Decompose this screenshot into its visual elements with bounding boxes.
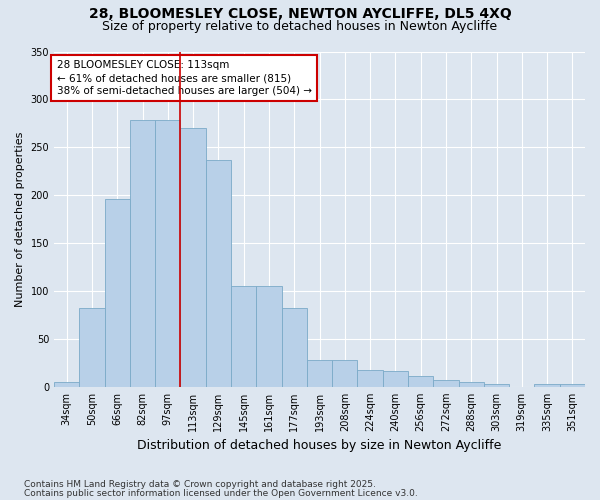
Bar: [181, 128, 206, 387]
Bar: [130, 120, 155, 387]
Text: Contains HM Land Registry data © Crown copyright and database right 2025.: Contains HM Land Registry data © Crown c…: [24, 480, 376, 489]
Bar: [206, 160, 231, 387]
Text: Size of property relative to detached houses in Newton Aycliffe: Size of property relative to detached ho…: [103, 20, 497, 33]
X-axis label: Distribution of detached houses by size in Newton Aycliffe: Distribution of detached houses by size …: [137, 440, 502, 452]
Bar: [79, 308, 104, 387]
Bar: [307, 360, 332, 387]
Bar: [433, 380, 458, 387]
Bar: [54, 382, 79, 387]
Text: Contains public sector information licensed under the Open Government Licence v3: Contains public sector information licen…: [24, 489, 418, 498]
Bar: [408, 376, 433, 387]
Bar: [281, 308, 307, 387]
Bar: [535, 384, 560, 387]
Bar: [104, 199, 130, 387]
Bar: [155, 120, 181, 387]
Y-axis label: Number of detached properties: Number of detached properties: [15, 132, 25, 307]
Bar: [358, 370, 383, 387]
Bar: [560, 384, 585, 387]
Bar: [256, 286, 281, 387]
Bar: [383, 372, 408, 387]
Bar: [484, 384, 509, 387]
Bar: [458, 382, 484, 387]
Bar: [332, 360, 358, 387]
Text: 28, BLOOMESLEY CLOSE, NEWTON AYCLIFFE, DL5 4XQ: 28, BLOOMESLEY CLOSE, NEWTON AYCLIFFE, D…: [89, 8, 511, 22]
Bar: [231, 286, 256, 387]
Text: 28 BLOOMESLEY CLOSE: 113sqm
← 61% of detached houses are smaller (815)
38% of se: 28 BLOOMESLEY CLOSE: 113sqm ← 61% of det…: [56, 60, 311, 96]
